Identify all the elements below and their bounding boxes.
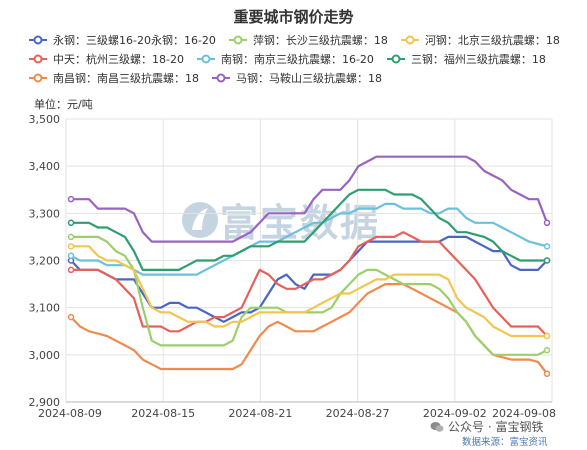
series-line-6[interactable] [69, 245, 549, 338]
legend-label: 中天：杭州三级螺：18-20 [53, 52, 184, 66]
legend-label: 萍钢：长沙三级抗震螺：18 [252, 33, 388, 47]
x-tick-label: 2024-08-21 [228, 407, 292, 420]
y-tick-label: 3,100 [29, 302, 61, 315]
legend-item-nanchanggang[interactable]: 南昌钢：南昌三级抗震螺：18 [28, 68, 199, 87]
chart-title: 重要城市钢价走势 [233, 8, 354, 26]
wechat-icon [430, 421, 444, 432]
series-point-end[interactable] [543, 332, 551, 340]
unit-label: 单位：元/吨 [34, 98, 93, 111]
legend-marker-icon [29, 35, 47, 44]
series-line-3[interactable] [69, 235, 549, 356]
legend-marker-icon [212, 73, 230, 82]
x-tick-label: 2024-09-02 [423, 407, 487, 420]
legend-item-yonggang[interactable]: 永钢：三级螺16-20永钢：16-20 [28, 30, 216, 49]
legend: 永钢：三级螺16-20永钢：16-20 萍钢：长沙三级抗震螺：18 河钢：北京三… [28, 30, 578, 87]
series-point-end[interactable] [543, 346, 551, 354]
series-point-start[interactable] [67, 266, 75, 274]
y-tick-label: 3,500 [29, 113, 61, 126]
legend-marker-icon [29, 54, 47, 63]
series-point-end[interactable] [543, 257, 551, 264]
watermark: 富宝数据 [180, 192, 380, 247]
brand-text: 公众号 · 富宝钢铁 [448, 420, 544, 434]
series-line-1[interactable] [69, 231, 549, 338]
series-line-2[interactable] [69, 283, 549, 375]
legend-marker-icon [386, 54, 405, 63]
legend-row: 南昌钢：南昌三级抗震螺：18 马钢：马鞍山三级抗震螺：18 [28, 68, 578, 87]
series-point-start[interactable] [67, 219, 75, 227]
y-axis: 2,900 3,000 3,100 3,200 3,300 3,400 3,500 [29, 113, 61, 409]
legend-item-hegang[interactable]: 河钢：北京三级抗震螺：18 [400, 30, 560, 49]
series-point-start[interactable] [67, 313, 75, 321]
series-point-start[interactable] [67, 195, 75, 203]
legend-label: 三钢：福州三级抗震螺：18 [410, 52, 546, 66]
legend-item-sangang[interactable]: 三钢：福州三级抗震螺：18 [386, 49, 546, 68]
series-line-7[interactable] [69, 188, 549, 271]
series-point-end[interactable] [543, 370, 551, 377]
legend-label: 永钢：三级螺16-20永钢：16-20 [53, 33, 216, 47]
legend-item-pinggang[interactable]: 萍钢：长沙三级抗震螺：18 [228, 30, 388, 49]
series-line-4[interactable] [69, 202, 549, 276]
legend-item-zhongtian[interactable]: 中天：杭州三级螺：18-20 [28, 49, 184, 68]
y-tick-label: 2,900 [29, 396, 61, 409]
grid [65, 118, 553, 403]
legend-item-nangang[interactable]: 南钢：南京三级抗震螺：16-20 [196, 49, 374, 68]
legend-row: 永钢：三级螺16-20永钢：16-20 萍钢：长沙三级抗震螺：18 河钢：北京三… [28, 30, 578, 49]
legend-marker-icon [228, 35, 247, 44]
series-point-end[interactable] [543, 243, 551, 250]
y-tick-label: 3,400 [29, 160, 61, 173]
data-source: 数据来源：富宝资讯 [462, 437, 548, 448]
series-point-start[interactable] [67, 243, 75, 250]
y-tick-label: 3,200 [29, 255, 61, 268]
watermark-text: 富宝数据 [220, 201, 381, 245]
x-axis: 2024-08-09 2024-08-15 2024-08-21 2024-08-27… [38, 401, 556, 420]
series-line-5[interactable] [69, 155, 549, 243]
legend-marker-icon [400, 35, 419, 44]
y-tick-label: 3,300 [29, 207, 61, 220]
series-point-end[interactable] [543, 219, 551, 227]
legend-label: 河钢：北京三级抗震螺：18 [424, 33, 560, 47]
x-tick-label: 2024-08-09 [38, 407, 102, 420]
x-tick-label: 2024-09-08 [492, 407, 556, 420]
legend-item-magang[interactable]: 马钢：马鞍山三级抗震螺：18 [211, 68, 382, 87]
x-tick-label: 2024-08-15 [131, 407, 195, 420]
x-tick-label: 2024-08-27 [326, 407, 390, 420]
legend-label: 马钢：马鞍山三级抗震螺：18 [236, 71, 382, 85]
legend-marker-icon [196, 54, 215, 63]
series-point-start[interactable] [67, 233, 75, 241]
series-lines [67, 155, 551, 377]
series-point-start[interactable] [67, 252, 75, 260]
legend-row: 中天：杭州三级螺：18-20 南钢：南京三级抗震螺：16-20 三钢：福州三级抗… [28, 49, 578, 68]
legend-marker-icon [29, 73, 47, 82]
brand-footer: 公众号 · 富宝钢铁 [430, 418, 543, 435]
legend-label: 南钢：南京三级抗震螺：16-20 [220, 52, 374, 66]
y-tick-label: 3,000 [29, 349, 61, 362]
legend-label: 南昌钢：南昌三级抗震螺：18 [53, 71, 199, 85]
